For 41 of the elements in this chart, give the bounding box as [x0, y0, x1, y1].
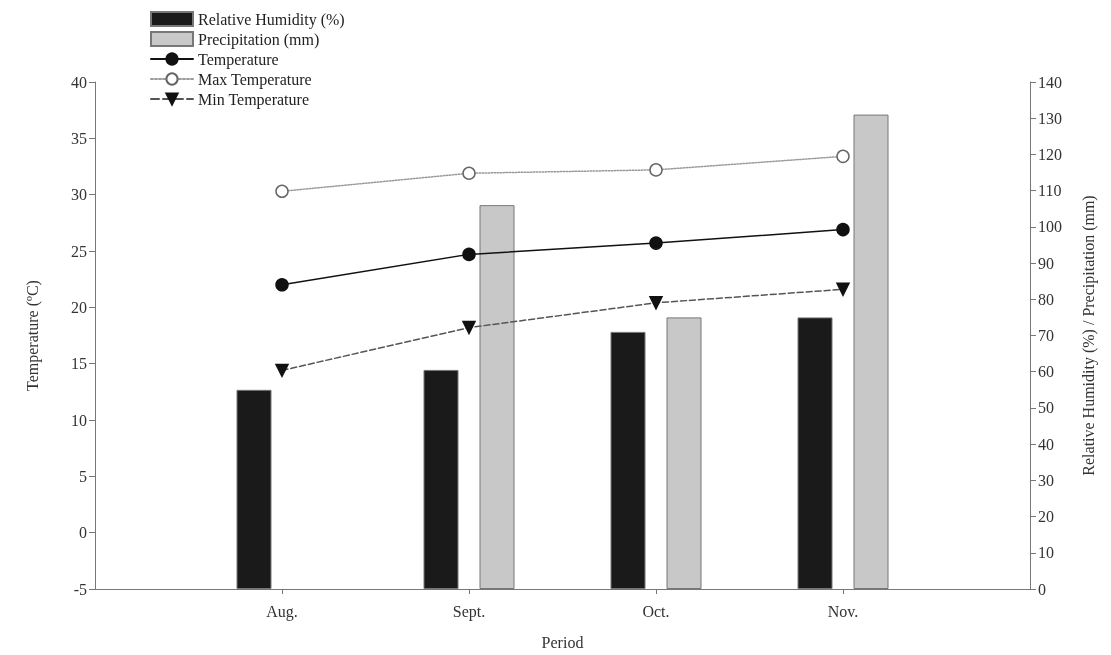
y-tick-label: 25	[71, 242, 87, 260]
y-tick-label: -5	[73, 580, 87, 598]
y2-tick-label: 90	[1038, 254, 1054, 272]
x-tick-label: Aug.	[266, 602, 298, 621]
y2-tick-label: 50	[1038, 399, 1054, 417]
y-tick-label: 35	[71, 129, 87, 147]
y-tick-label: 5	[79, 467, 87, 485]
y2-tick-label: 140	[1038, 73, 1062, 91]
legend-label: Precipitation (mm)	[198, 30, 320, 49]
y2-tick-label: 120	[1038, 145, 1062, 163]
y2-tick-label: 70	[1038, 327, 1054, 344]
y-tick-label: 20	[71, 298, 87, 316]
y-tick-label: 0	[79, 524, 87, 542]
y-axis-title: Temperature (ºC)	[23, 280, 42, 391]
y2-tick-label: 110	[1038, 182, 1062, 200]
y2-tick-label: 80	[1038, 290, 1054, 308]
y2-tick-label: 0	[1038, 580, 1046, 598]
y2-tick-label: 40	[1038, 435, 1054, 453]
x-tick-label: Sept.	[452, 602, 486, 621]
legend-label: Min Temperature	[198, 90, 309, 109]
y2-tick-label: 20	[1038, 508, 1054, 526]
y-tick-label: 10	[71, 411, 87, 429]
y-tick-label: 15	[71, 355, 87, 373]
point	[275, 278, 289, 292]
y2-tick-label: 130	[1038, 109, 1062, 127]
legend-label: Temperature	[198, 50, 279, 69]
point	[649, 236, 663, 250]
y2-tick-label: 60	[1038, 363, 1054, 381]
legend-label: Relative Humidity (%)	[198, 10, 345, 29]
legend-label: Max Temperature	[198, 70, 312, 89]
x-tick-label: Oct.	[642, 602, 670, 620]
x-tick-label: Nov.	[827, 602, 859, 620]
y-tick-label: 30	[71, 186, 87, 204]
point	[836, 222, 850, 237]
y-tick-label: 40	[71, 73, 87, 91]
point	[462, 247, 476, 262]
y2-tick-label: 30	[1038, 471, 1054, 489]
x-axis-title: Period	[541, 633, 584, 651]
y2-tick-label: 10	[1038, 544, 1054, 562]
y2-tick-label: 100	[1038, 218, 1062, 236]
y2-axis-title: Relative Humidity (%) / Precipitation (mm)	[1079, 195, 1098, 476]
